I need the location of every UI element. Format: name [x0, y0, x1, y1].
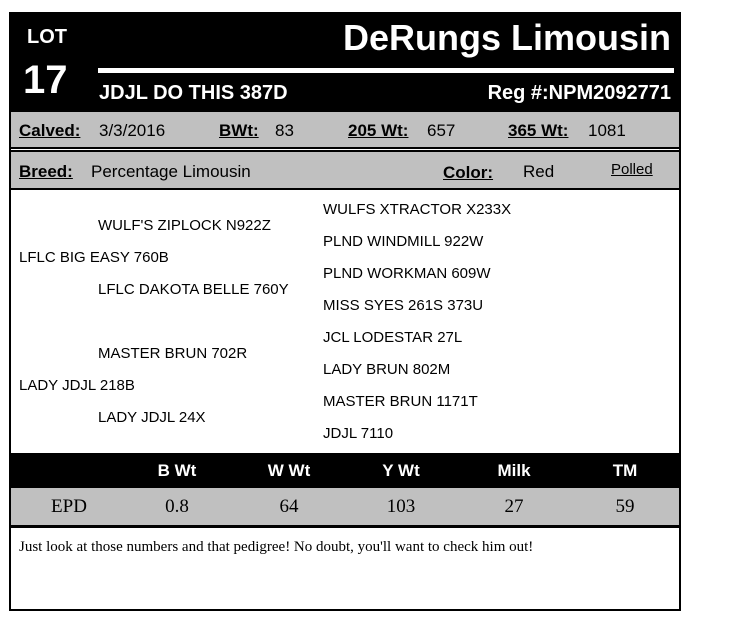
breed-row: Breed: Percentage Limousin Color: Red Po… [11, 150, 679, 190]
sire-dam: LFLC DAKOTA BELLE 760Y [98, 281, 289, 298]
animal-name: JDJL DO THIS 387D [99, 82, 288, 104]
great-grandparent: MASTER BRUN 1171T [323, 393, 478, 410]
color-label: Color: [443, 163, 494, 182]
w365-label: 365 Wt: [508, 121, 569, 140]
great-grandparent: JDJL 7110 [323, 425, 394, 442]
registration-number: Reg #:NPM2092771 [487, 82, 671, 104]
great-grandparent: PLND WINDMILL 922W [323, 233, 484, 250]
epd-header: B Wt W Wt Y Wt Milk TM [11, 453, 679, 488]
great-grandparent: WULFS XTRACTOR X233X [323, 201, 512, 218]
lot-card: LOT 17 DeRungs Limousin JDJL DO THIS 387… [9, 12, 681, 611]
lot-number: 17 [23, 58, 68, 102]
epd-value: 0.8 [165, 496, 189, 517]
w205-label: 205 Wt: [348, 121, 409, 140]
epd-header-cell: Milk [497, 461, 531, 480]
epd-value: 64 [279, 496, 299, 517]
polled-label: Polled [611, 161, 653, 178]
epd-value: 59 [615, 496, 635, 517]
lot-header: LOT 17 DeRungs Limousin JDJL DO THIS 387… [11, 14, 679, 110]
epd-value: 103 [386, 496, 416, 517]
calved-label: Calved: [19, 121, 81, 140]
great-grandparent: JCL LODESTAR 27L [323, 329, 463, 346]
great-grandparent: PLND WORKMAN 609W [323, 265, 491, 282]
great-grandparent: MISS SYES 261S 373U [323, 297, 484, 314]
bwt-label: BWt: [219, 121, 259, 140]
comments: Just look at those numbers and that pedi… [19, 539, 534, 555]
calved-value: 3/3/2016 [99, 121, 166, 140]
color-value: Red [523, 162, 555, 181]
epd-header-cell: Y Wt [382, 461, 420, 480]
breed-value: Percentage Limousin [91, 162, 251, 181]
epd-values: EPD 0.8 64 103 27 59 [11, 488, 679, 528]
w365-value: 1081 [588, 121, 626, 140]
epd-header-cell: B Wt [157, 461, 197, 480]
dam: LADY JDJL 218B [19, 377, 135, 394]
breed-label: Breed: [19, 162, 73, 181]
dam-dam: LADY JDJL 24X [98, 409, 206, 426]
great-grandparent: LADY BRUN 802M [323, 361, 451, 378]
bwt-value: 83 [275, 121, 294, 140]
dam-sire: MASTER BRUN 702R [98, 345, 248, 362]
epd-header-cell: TM [612, 461, 638, 480]
w205-value: 657 [427, 121, 456, 140]
epd-value: 27 [504, 496, 524, 517]
farm-name: DeRungs Limousin [342, 17, 671, 58]
weights-row: Calved: 3/3/2016 BWt: 83 205 Wt: 657 365… [11, 110, 679, 149]
sire: LFLC BIG EASY 760B [19, 249, 169, 266]
lot-label: LOT [27, 26, 67, 48]
sire-sire: WULF'S ZIPLOCK N922Z [98, 217, 271, 234]
divider [98, 68, 674, 73]
epd-header-cell: W Wt [267, 461, 311, 480]
epd-row-label: EPD [51, 496, 87, 517]
